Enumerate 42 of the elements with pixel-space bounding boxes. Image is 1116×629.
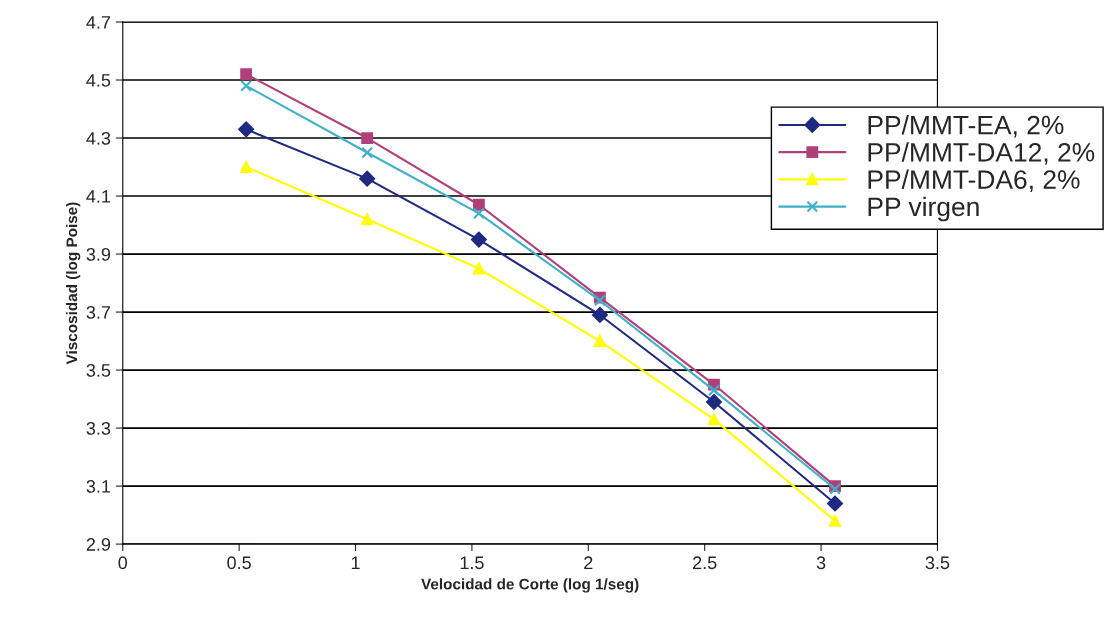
y-tick-label: 4.5 bbox=[86, 74, 111, 87]
x-tick-label: 1.5 bbox=[460, 556, 484, 570]
y-tick-label: 4.1 bbox=[86, 190, 111, 203]
point bbox=[708, 384, 720, 397]
y-axis-title: Viscosidad (log Poise) bbox=[65, 202, 81, 365]
x-tick-label: 2.5 bbox=[693, 556, 717, 570]
x-tick-label: 2 bbox=[584, 556, 593, 569]
point bbox=[472, 198, 485, 211]
legend-label: PP/MMT-DA12, 2% bbox=[868, 142, 1095, 165]
legend-label: PP virgen bbox=[868, 196, 979, 222]
y-tick-label: 4.7 bbox=[86, 16, 111, 29]
point bbox=[361, 213, 374, 226]
point bbox=[472, 207, 485, 220]
y-tick-label: 2.9 bbox=[86, 538, 111, 551]
legend-label: PP/MMT-EA, 2% bbox=[868, 115, 1064, 138]
point bbox=[240, 68, 253, 81]
x-tick-label: 3 bbox=[816, 556, 826, 570]
point bbox=[827, 495, 843, 512]
point bbox=[708, 413, 720, 426]
point bbox=[470, 231, 487, 248]
x-tick-label: 3.5 bbox=[925, 556, 950, 570]
point bbox=[240, 161, 253, 173]
point bbox=[472, 262, 485, 275]
point bbox=[706, 394, 722, 410]
point bbox=[238, 121, 255, 138]
point bbox=[361, 132, 374, 144]
x-axis-title: Velocidad de Corte (log 1/seg) bbox=[421, 578, 639, 593]
point bbox=[829, 514, 841, 527]
x-tick-label: 0 bbox=[118, 556, 128, 570]
point bbox=[592, 307, 608, 323]
y-tick-label: 3.3 bbox=[86, 422, 111, 435]
point bbox=[361, 146, 374, 159]
x-tick-label: 1 bbox=[351, 556, 360, 569]
y-tick-label: 3.5 bbox=[86, 364, 111, 377]
y-tick-label: 4.3 bbox=[86, 131, 111, 145]
y-tick-label: 3.1 bbox=[86, 480, 111, 493]
point bbox=[240, 79, 253, 92]
x-tick-label: 0.5 bbox=[227, 556, 251, 570]
y-tick-label: 3.9 bbox=[86, 247, 111, 261]
legend-label: PP/MMT-DA6, 2% bbox=[868, 169, 1080, 193]
point bbox=[359, 170, 376, 187]
y-tick-label: 3.7 bbox=[86, 305, 111, 319]
